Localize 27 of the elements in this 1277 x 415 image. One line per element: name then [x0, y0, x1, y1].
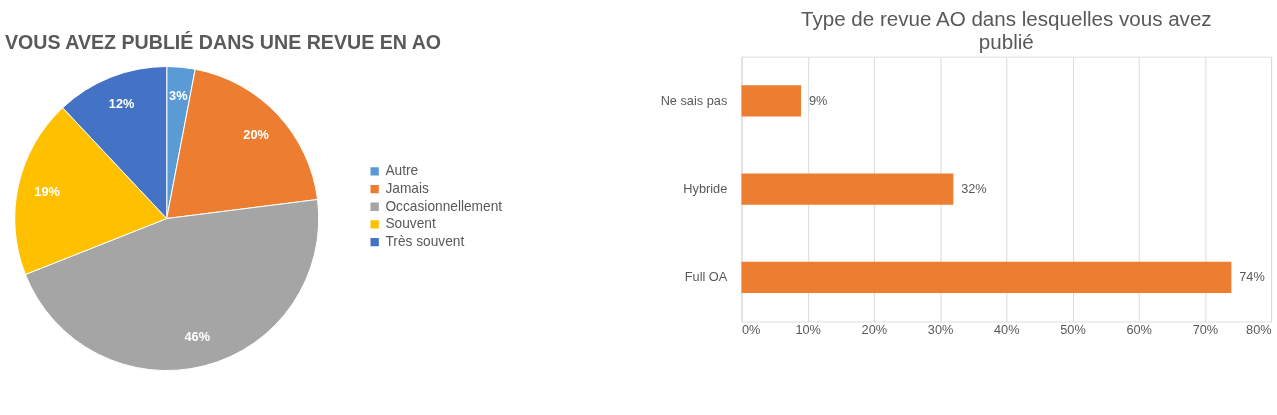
data-label: 46% — [184, 329, 210, 345]
legend-label: Très souvent — [385, 233, 465, 249]
legend-label: Jamais — [385, 181, 430, 197]
legend-label: Autre — [385, 163, 419, 179]
data-label: 12% — [108, 96, 135, 112]
x-tick-label: 60% — [1126, 321, 1152, 337]
x-tick-label: 70% — [1192, 321, 1219, 337]
data-label: 20% — [243, 126, 269, 142]
data-label: 32% — [961, 181, 987, 197]
x-tick-label: 10% — [795, 321, 821, 337]
x-tick-label: 40% — [994, 321, 1020, 337]
y-tick-label: Full OA — [684, 269, 728, 285]
data-label: 9% — [808, 92, 828, 108]
data-label: 19% — [34, 183, 60, 199]
x-tick-label: 0% — [741, 321, 761, 337]
x-tick-label: 30% — [927, 321, 954, 337]
legend-label: Occasionnellement — [385, 198, 503, 214]
y-tick-label: Hybride — [683, 181, 728, 197]
data-label: 3% — [169, 88, 188, 104]
chart-title: Type de revue AO dans lesquelles vous avez publié — [800, 7, 1212, 53]
legend-label: Souvent — [385, 216, 436, 232]
x-tick-label: 80% — [1246, 321, 1272, 337]
data-label: 74% — [1239, 269, 1265, 285]
x-tick-label: 20% — [861, 321, 888, 337]
chart-title: VOUS AVEZ PUBLIÉ DANS UNE REVUE EN AO — [4, 30, 442, 53]
x-tick-label: 50% — [1060, 321, 1086, 337]
y-tick-label: Ne sais pas — [660, 92, 728, 108]
